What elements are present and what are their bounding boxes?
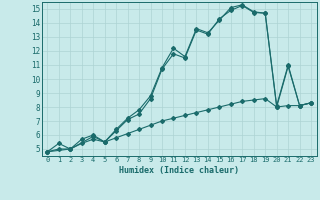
X-axis label: Humidex (Indice chaleur): Humidex (Indice chaleur) [119,166,239,175]
